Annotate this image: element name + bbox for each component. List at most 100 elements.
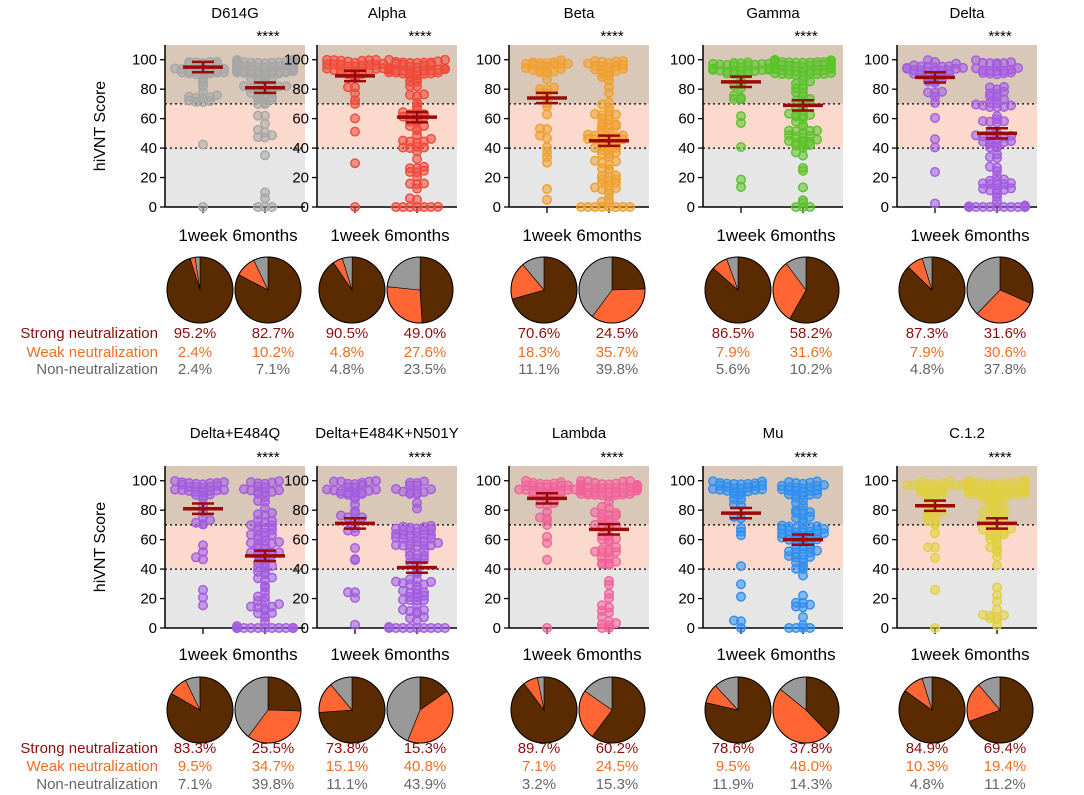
- data-point: [1013, 62, 1024, 73]
- pie-outline: [578, 676, 646, 744]
- pct-strong: 82.7%: [252, 325, 295, 342]
- pct-strong: 37.8%: [790, 740, 833, 757]
- pct-weak: 30.6%: [984, 344, 1027, 361]
- y-tick-label: 0: [301, 620, 309, 637]
- data-point: [930, 112, 941, 123]
- pct-weak: 34.7%: [252, 758, 295, 775]
- pct-non: 4.8%: [330, 361, 364, 378]
- data-point: [590, 56, 601, 67]
- y-tick-label: 20: [484, 170, 501, 187]
- data-point: [440, 54, 451, 65]
- variant-title: D614G: [211, 5, 259, 22]
- y-tick-label: 60: [484, 532, 501, 549]
- pct-strong: 86.5%: [712, 325, 755, 342]
- data-point: [798, 162, 809, 173]
- strong-band: [509, 45, 649, 104]
- y-tick-label: 100: [284, 52, 309, 69]
- pct-non: 15.3%: [596, 776, 639, 793]
- variant-title: C.1.2: [949, 425, 985, 442]
- time-label-1week: 1week: [716, 645, 766, 664]
- data-point: [245, 520, 256, 531]
- pct-weak: 19.4%: [984, 758, 1027, 775]
- data-point: [736, 174, 747, 185]
- data-point: [597, 501, 608, 512]
- data-point: [350, 158, 361, 169]
- pct-non: 11.1%: [326, 776, 367, 793]
- non-band: [317, 569, 457, 628]
- data-point: [274, 476, 285, 487]
- data-point: [440, 63, 451, 74]
- y-tick-label: 100: [132, 473, 157, 490]
- pct-weak: 27.6%: [404, 344, 447, 361]
- pie-slice-weak: [386, 286, 423, 324]
- y-tick-label: 80: [292, 81, 309, 98]
- y-tick-label: 100: [476, 473, 501, 490]
- legend-strong-label: Strong neutralization: [20, 740, 158, 757]
- time-label-1week: 1week: [522, 645, 572, 664]
- data-point: [274, 599, 285, 610]
- pie-outline: [234, 256, 302, 324]
- data-point: [521, 475, 532, 486]
- pct-non: 7.1%: [178, 776, 212, 793]
- data-point: [245, 601, 256, 612]
- data-point: [1020, 200, 1031, 211]
- data-point: [791, 597, 802, 608]
- data-point: [985, 82, 996, 93]
- data-point: [252, 509, 263, 520]
- data-point: [419, 178, 430, 189]
- data-point: [923, 55, 934, 66]
- data-point: [350, 113, 361, 124]
- pct-strong: 84.9%: [906, 740, 949, 757]
- data-point: [398, 604, 409, 615]
- y-tick-label: 60: [292, 532, 309, 549]
- weak-band: [165, 103, 305, 149]
- pct-strong: 58.2%: [790, 325, 833, 342]
- data-point: [1006, 57, 1017, 68]
- time-label-1week: 1week: [716, 226, 766, 245]
- pct-weak: 15.1%: [326, 758, 369, 775]
- data-point: [590, 155, 601, 166]
- pct-strong: 70.6%: [518, 325, 561, 342]
- pct-strong: 49.0%: [404, 325, 447, 342]
- data-point: [784, 623, 795, 634]
- pct-non: 10.2%: [790, 361, 833, 378]
- data-point: [260, 150, 271, 161]
- pct-weak: 10.2%: [252, 344, 295, 361]
- data-point: [542, 142, 553, 153]
- data-point: [798, 620, 809, 631]
- variant-title: Delta+E484K+N501Y: [315, 425, 458, 442]
- data-point: [371, 475, 382, 486]
- pct-strong: 69.4%: [984, 740, 1027, 757]
- data-point: [197, 201, 208, 212]
- y-tick-label: 40: [678, 561, 695, 578]
- variant-panel-delta-e484k-n501y: 0 20 40 60 80 100 Delta+E484K+N501Y **** 1week 6m…: [284, 425, 459, 793]
- non-band: [165, 569, 305, 628]
- data-point: [419, 89, 430, 100]
- data-point: [542, 531, 553, 542]
- legend-non-label: Non-neutralization: [36, 776, 158, 793]
- weak-band: [317, 103, 457, 149]
- data-point: [260, 187, 271, 198]
- data-point: [992, 111, 1003, 122]
- pct-non: 37.8%: [984, 361, 1027, 378]
- pie-outline: [166, 676, 234, 744]
- data-point: [252, 124, 263, 135]
- data-point: [736, 111, 747, 122]
- non-band: [703, 148, 843, 207]
- pct-non: 4.8%: [910, 776, 944, 793]
- data-point: [1020, 475, 1031, 486]
- data-point: [743, 57, 754, 68]
- pie-outline: [318, 256, 386, 324]
- variant-title: Alpha: [368, 5, 407, 22]
- y-tick-label: 40: [872, 561, 889, 578]
- data-point: [784, 125, 795, 136]
- data-point: [757, 476, 768, 487]
- data-point: [930, 167, 941, 178]
- data-point: [405, 477, 416, 488]
- significance-label: ****: [988, 28, 1012, 45]
- y-axis-title: hiVNT Score: [92, 502, 109, 593]
- significance-label: ****: [256, 28, 280, 45]
- y-tick-label: 60: [678, 111, 695, 128]
- data-point: [183, 91, 194, 102]
- pct-weak: 35.7%: [596, 344, 639, 361]
